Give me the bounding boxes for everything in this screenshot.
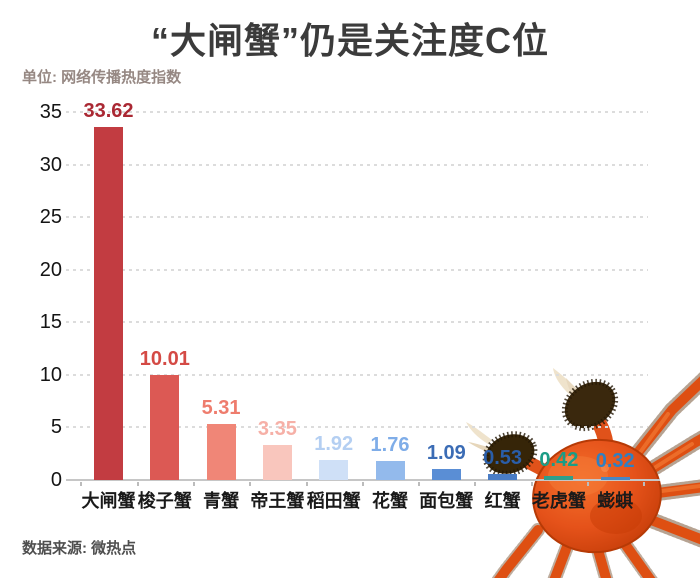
x-axis-tick — [136, 482, 139, 486]
y-tick-20: 20 — [39, 258, 62, 281]
x-axis-tick — [192, 482, 195, 486]
x-axis-tick — [249, 482, 252, 486]
x-axis-tick — [361, 482, 364, 486]
x-label-大闸蟹: 大闸蟹 — [81, 491, 136, 511]
y-tick-15: 15 — [39, 311, 62, 334]
bar-value-花蟹: 1.76 — [370, 434, 410, 457]
x-axis-tick — [643, 482, 646, 486]
crab-mittens — [482, 378, 619, 477]
bar-大闸蟹 — [94, 126, 123, 480]
crab-legs-right — [624, 372, 700, 548]
bar-value-稻田蟹: 1.92 — [314, 432, 354, 455]
bar-梭子蟹 — [150, 374, 180, 480]
bar-花蟹 — [375, 461, 405, 480]
x-label-青蟹: 青蟹 — [203, 491, 240, 511]
crab-legs-bottom — [491, 523, 658, 578]
bar-青蟹 — [206, 424, 236, 480]
bar-value-面包蟹: 1.09 — [426, 441, 466, 464]
crab-shell — [532, 438, 662, 554]
y-tick-5: 5 — [50, 416, 62, 439]
y-tick-10: 10 — [39, 363, 62, 386]
x-label-梭子蟹: 梭子蟹 — [137, 491, 192, 511]
bar-蟛蜞 — [600, 476, 630, 480]
bar-value-帝王蟹: 3.35 — [257, 417, 297, 440]
y-tick-25: 25 — [39, 206, 62, 229]
bar-value-蟛蜞: 0.32 — [595, 449, 635, 472]
x-axis-line — [66, 479, 660, 481]
x-axis-tick — [80, 482, 83, 486]
bar-value-红蟹: 0.53 — [483, 447, 523, 470]
bar-帝王蟹 — [262, 444, 292, 480]
x-label-花蟹: 花蟹 — [372, 491, 408, 511]
bar-value-老虎蟹: 0.42 — [539, 448, 579, 471]
x-axis-tick — [305, 482, 308, 486]
x-axis-tick — [530, 482, 533, 486]
bar-稻田蟹 — [319, 459, 349, 480]
gridline-25 — [66, 216, 648, 219]
bar-value-青蟹: 5.31 — [201, 397, 241, 420]
x-label-帝王蟹: 帝王蟹 — [250, 491, 305, 511]
chart-title: “大闸蟹”仍是关注度C位 — [151, 20, 549, 61]
bar-老虎蟹 — [544, 475, 574, 480]
gridline-35 — [66, 111, 648, 113]
x-label-老虎蟹: 老虎蟹 — [531, 491, 586, 511]
x-axis-tick — [418, 482, 421, 486]
bar-value-梭子蟹: 10.01 — [139, 347, 190, 370]
bar-value-大闸蟹: 33.62 — [83, 99, 134, 122]
gridline-10 — [66, 373, 648, 376]
x-label-面包蟹: 面包蟹 — [419, 491, 474, 511]
x-label-蟛蜞: 蟛蜞 — [597, 491, 634, 511]
crab-image — [466, 368, 700, 578]
x-label-稻田蟹: 稻田蟹 — [306, 491, 361, 511]
gridline-5 — [66, 426, 648, 429]
gridline-20 — [66, 268, 648, 271]
gridline-30 — [66, 163, 648, 166]
x-axis-tick — [474, 482, 477, 486]
unit-label: 单位: 网络传播热度指数 — [22, 69, 182, 86]
bar-面包蟹 — [431, 468, 461, 480]
y-tick-35: 35 — [39, 101, 62, 123]
y-tick-30: 30 — [39, 153, 62, 176]
bar-红蟹 — [488, 474, 518, 480]
data-source-label: 数据来源: 微热点 — [22, 540, 137, 557]
y-tick-0: 0 — [50, 469, 62, 491]
x-axis-tick — [587, 482, 590, 486]
gridline-15 — [66, 321, 648, 324]
x-label-红蟹: 红蟹 — [484, 491, 521, 511]
